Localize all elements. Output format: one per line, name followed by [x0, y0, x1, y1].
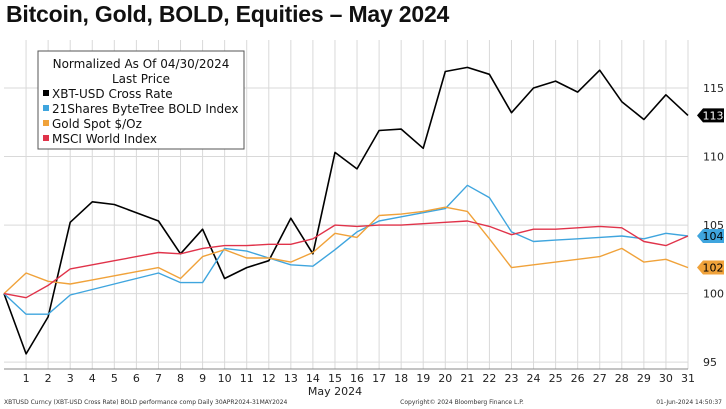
x-tick-label: 11	[240, 372, 254, 385]
legend-box	[37, 50, 245, 150]
series-lines	[3, 66, 689, 355]
footer-source: XBTUSD Curncy (XBT-USD Cross Rate) BOLD …	[4, 399, 288, 406]
x-tick-label: 23	[504, 372, 518, 385]
legend: Normalized As Of 04/30/2024 Last Price X…	[37, 50, 245, 150]
legend-item-label: 21Shares ByteTree BOLD Index	[52, 102, 238, 116]
legend-item-label: MSCI World Index	[52, 132, 157, 146]
x-tick-label: 26	[571, 372, 585, 385]
x-tick-label: 29	[637, 372, 651, 385]
legend-header-last-price: Last Price	[112, 72, 170, 86]
x-tick-label: 17	[372, 372, 386, 385]
y-tick-label: 115	[703, 82, 724, 95]
x-tick-label: 7	[155, 372, 162, 385]
last-price-tag	[697, 260, 724, 275]
x-tick-label: 1	[23, 372, 30, 385]
x-tick-label: 22	[482, 372, 496, 385]
x-tick-label: 14	[306, 372, 320, 385]
x-tick-label: 27	[593, 372, 607, 385]
legend-item-label: Gold Spot $/Oz	[52, 117, 142, 131]
x-tick-label: 20	[438, 372, 452, 385]
x-tick-label: 2	[45, 372, 52, 385]
chart-title: Bitcoin, Gold, BOLD, Equities – May 2024	[6, 1, 450, 27]
x-tick-label: 16	[350, 372, 364, 385]
footer-copyright: Copyright© 2024 Bloomberg Finance L.P.	[400, 399, 524, 406]
x-axis-label: May 2024	[308, 385, 362, 398]
x-tick-label: 8	[177, 372, 184, 385]
x-tick-label: 4	[89, 372, 96, 385]
y-tick-label: 95	[703, 356, 717, 369]
x-tick-label: 6	[133, 372, 140, 385]
x-tick-label: 15	[328, 372, 342, 385]
x-tick-label: 30	[659, 372, 673, 385]
legend-swatch	[43, 120, 49, 126]
series-line	[3, 184, 689, 315]
x-tick-label: 19	[416, 372, 430, 385]
y-tick-label: 105	[703, 219, 724, 232]
x-tick-label: 28	[615, 372, 629, 385]
x-tick-label: 10	[218, 372, 232, 385]
x-tick-label: 24	[527, 372, 541, 385]
x-tick-label: 12	[262, 372, 276, 385]
footer-timestamp: 01-Jun-2024 14:50:37	[656, 399, 722, 406]
last-price-tag	[697, 229, 724, 244]
x-tick-label: 5	[111, 372, 118, 385]
series-line	[3, 220, 689, 299]
x-tick-label: 18	[394, 372, 408, 385]
y-tick-label: 110	[703, 151, 724, 164]
last-price-tags: 113 104 102	[697, 108, 724, 275]
legend-swatch	[43, 135, 49, 141]
legend-swatch	[43, 105, 49, 111]
last-price-tag-label: 102	[703, 262, 724, 275]
x-ticks: 1 2 3 4 5 6 7 8 9 10 11 12 13 14 15 16 17 18 19 20 21 22 23 24 2…	[23, 372, 695, 385]
legend-item-label: XBT-USD Cross Rate	[52, 87, 173, 101]
x-tick-label: 25	[549, 372, 563, 385]
x-tick-label: 21	[460, 372, 474, 385]
legend-swatch	[43, 90, 49, 96]
y-tick-label: 100	[703, 288, 724, 301]
last-price-tag-label: 104	[703, 230, 724, 243]
last-price-tag	[697, 108, 724, 123]
x-tick-label: 9	[199, 372, 206, 385]
series-line	[3, 66, 689, 355]
last-price-tag-label: 113	[703, 109, 724, 122]
legend-header-normalized: Normalized As Of 04/30/2024	[53, 57, 230, 71]
y-ticks: 95 100 105 110 115	[703, 82, 724, 369]
x-tick-label: 3	[67, 372, 74, 385]
x-tick-label: 13	[284, 372, 298, 385]
x-tick-label: 31	[681, 372, 695, 385]
series-line	[3, 206, 689, 295]
